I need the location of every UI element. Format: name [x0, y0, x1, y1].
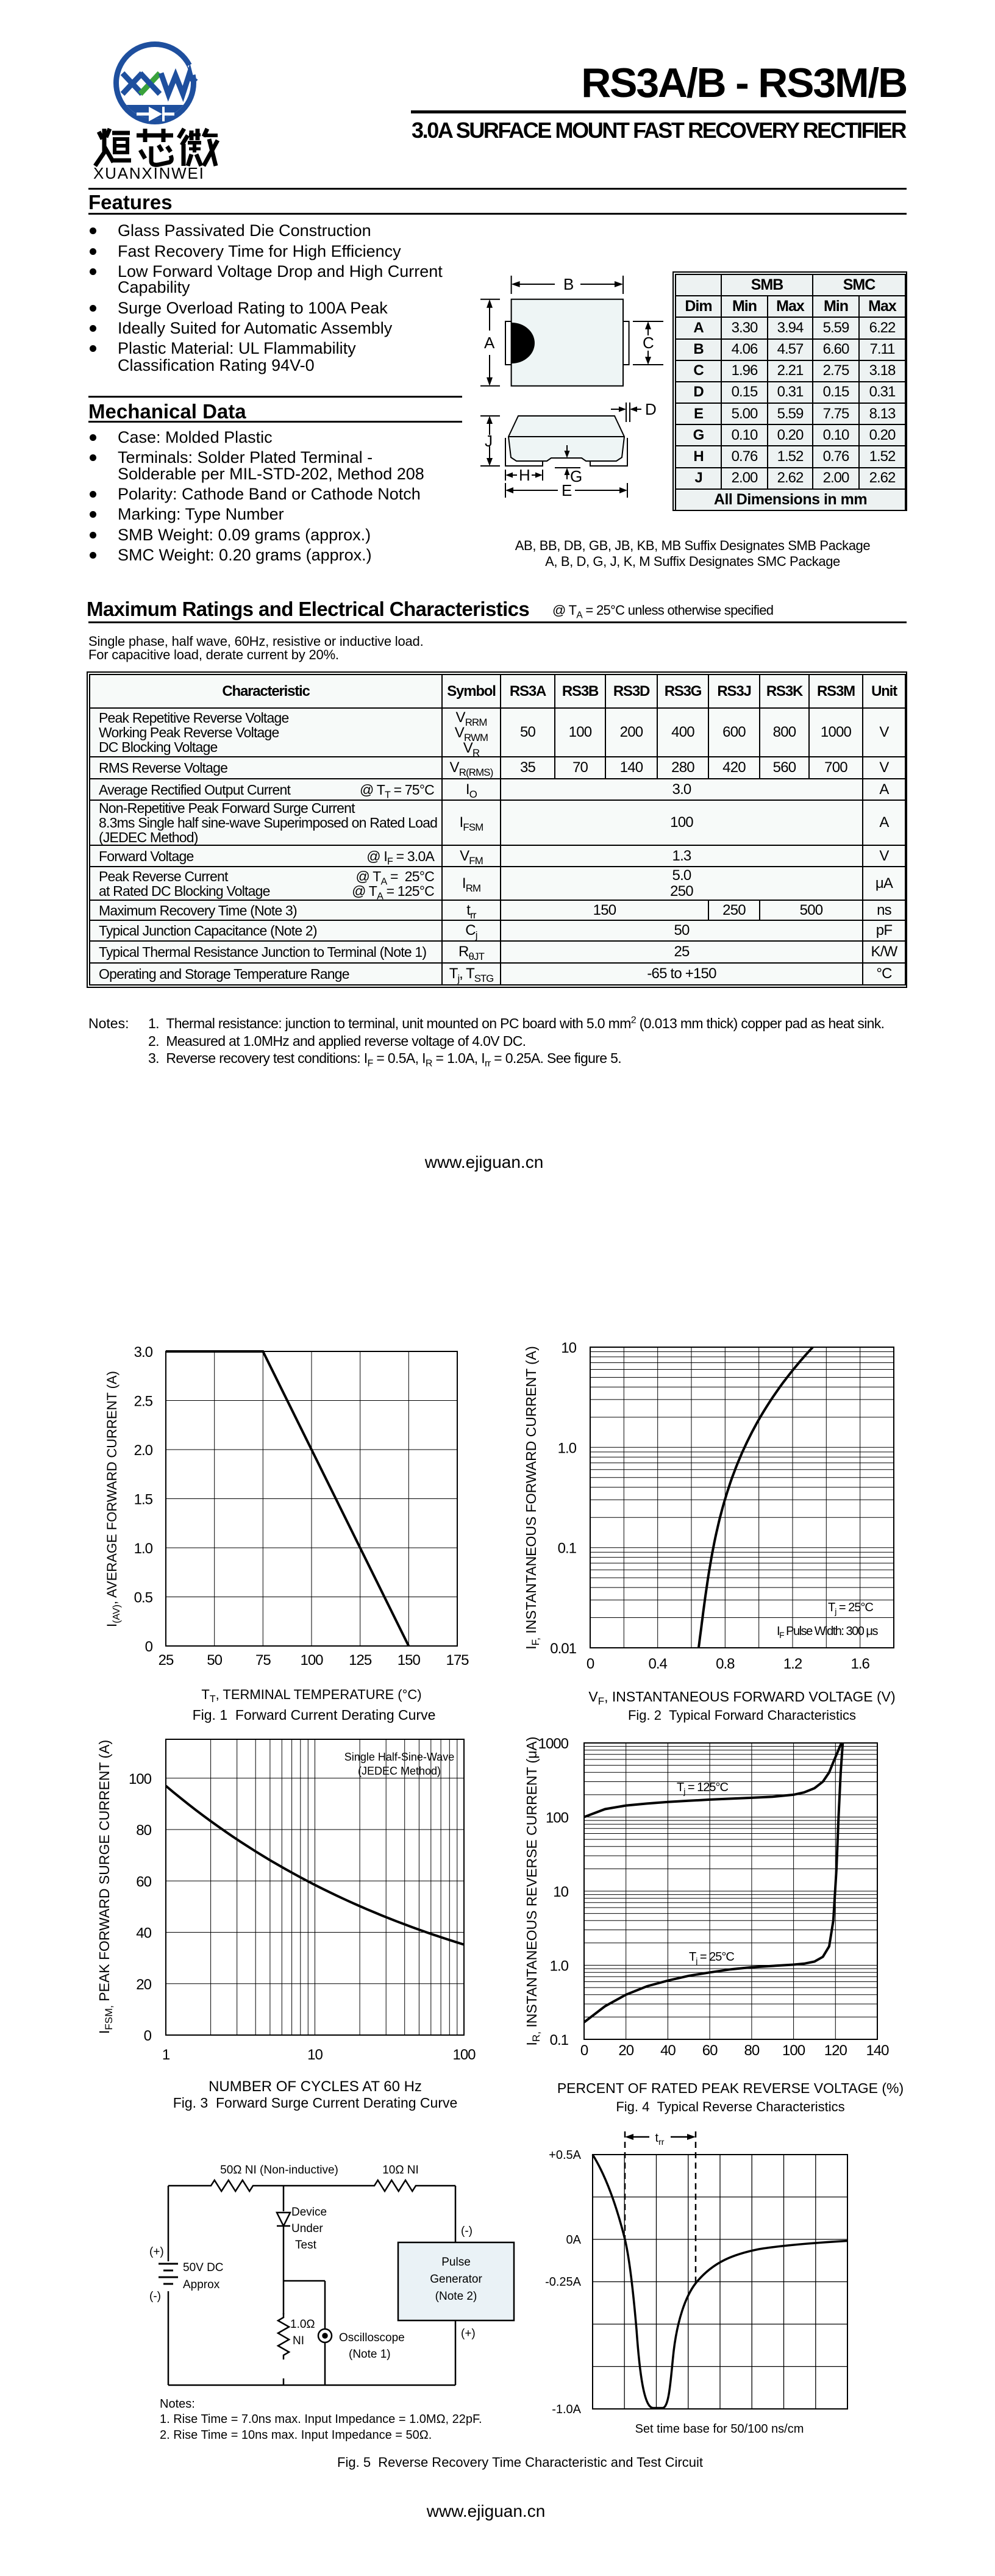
- svg-text:Fig. 2 Typical Forward Charac: Fig. 2 Typical Forward Characteristics: [628, 1708, 856, 1723]
- svg-text:0: 0: [587, 1656, 594, 1672]
- svg-text:J: J: [485, 432, 493, 450]
- svg-text:Oscilloscope: Oscilloscope: [339, 2331, 405, 2344]
- svg-text:40: 40: [660, 2042, 676, 2059]
- svg-text:B: B: [563, 275, 574, 293]
- svg-text:0.4: 0.4: [648, 1656, 667, 1672]
- svg-text:-0.25A: -0.25A: [545, 2275, 582, 2289]
- svg-text:Set time base for 50/100 ns/cm: Set time base for 50/100 ns/cm: [635, 2422, 804, 2436]
- svg-text:3.0: 3.0: [134, 1344, 153, 1361]
- svg-text:A: A: [484, 334, 495, 352]
- svg-text:50: 50: [207, 1652, 222, 1669]
- svg-text:(-): (-): [149, 2290, 161, 2303]
- svg-text:D: D: [645, 400, 657, 418]
- svg-text:(JEDEC Method): (JEDEC Method): [358, 1765, 441, 1777]
- svg-text:Tj​ = 25°C: Tj​ = 25°C: [828, 1601, 873, 1616]
- svg-text:100: 100: [546, 1810, 569, 1826]
- svg-text:(+): (+): [461, 2327, 476, 2340]
- svg-text:(Note 2): (Note 2): [435, 2290, 477, 2303]
- svg-text:80: 80: [744, 2042, 760, 2059]
- svg-text:50V DC: 50V DC: [183, 2261, 224, 2274]
- svg-text:NI: NI: [293, 2334, 304, 2347]
- svg-text:60: 60: [702, 2042, 718, 2059]
- svg-text:0.5: 0.5: [134, 1590, 153, 1606]
- svg-text:0.1: 0.1: [550, 2032, 569, 2048]
- svg-text:Tj​ = 25°C: Tj​ = 25°C: [689, 1950, 734, 1966]
- svg-text:100: 100: [782, 2042, 805, 2059]
- svg-text:(+): (+): [149, 2245, 164, 2258]
- svg-text:75: 75: [255, 1652, 271, 1669]
- svg-text:0A: 0A: [566, 2233, 582, 2247]
- svg-text:E: E: [562, 481, 572, 499]
- svg-text:Fig. 3 Forward Surge Current: Fig. 3 Forward Surge Current Derating Cu…: [173, 2095, 458, 2111]
- svg-text:IR,​ INSTANTANEOUS REVERSE CUR: IR,​ INSTANTANEOUS REVERSE CURRENT (μA): [524, 1737, 542, 2046]
- svg-text:NUMBER OF CYCLES AT 60 Hz: NUMBER OF CYCLES AT 60 Hz: [209, 2078, 422, 2095]
- svg-text:10: 10: [561, 1340, 576, 1356]
- svg-text:Pulse: Pulse: [441, 2256, 471, 2269]
- svg-text:Device: Device: [291, 2206, 327, 2219]
- svg-text:0: 0: [580, 2042, 588, 2059]
- svg-text:TT​, TERMINAL TEMPERATURE (°C): TT​, TERMINAL TEMPERATURE (°C): [201, 1687, 421, 1705]
- svg-text:Under: Under: [291, 2222, 323, 2235]
- svg-text:1.5: 1.5: [134, 1492, 153, 1508]
- svg-text:0.8: 0.8: [716, 1656, 735, 1672]
- svg-text:-1.0A: -1.0A: [552, 2403, 581, 2416]
- svg-text:H: H: [519, 466, 530, 484]
- svg-text:120: 120: [824, 2042, 847, 2059]
- svg-text:140: 140: [866, 2042, 889, 2059]
- svg-text:Tj​ = 125°C: Tj​ = 125°C: [677, 1781, 729, 1796]
- svg-text:0: 0: [145, 1639, 153, 1655]
- svg-text:+0.5A: +0.5A: [549, 2148, 581, 2162]
- svg-text:VF​, INSTANTANEOUS FORWARD VOL: VF​, INSTANTANEOUS FORWARD VOLTAGE (V): [588, 1689, 895, 1707]
- svg-text:25: 25: [159, 1652, 174, 1669]
- svg-text:50Ω NI (Non-inductive): 50Ω NI (Non-inductive): [220, 2164, 338, 2177]
- svg-text:10: 10: [307, 2047, 323, 2063]
- svg-text:Single Half-Sine-Wave: Single Half-Sine-Wave: [344, 1751, 454, 1763]
- svg-text:0: 0: [144, 2028, 152, 2044]
- svg-text:Approx: Approx: [183, 2278, 220, 2291]
- svg-text:150: 150: [398, 1652, 421, 1669]
- svg-text:10Ω NI: 10Ω NI: [382, 2164, 419, 2177]
- svg-text:PERCENT OF RATED PEAK REVERSE: PERCENT OF RATED PEAK REVERSE VOLTAGE (%…: [557, 2080, 904, 2096]
- svg-text:1: 1: [162, 2047, 170, 2063]
- svg-text:2.5: 2.5: [134, 1394, 153, 1410]
- svg-text:100: 100: [129, 1771, 152, 1787]
- svg-text:G: G: [570, 467, 582, 485]
- svg-text:1.0: 1.0: [550, 1958, 569, 1975]
- svg-text:100: 100: [452, 2047, 476, 2063]
- svg-text:1.6: 1.6: [851, 1656, 869, 1672]
- svg-text:C: C: [643, 334, 654, 352]
- svg-text:1.0: 1.0: [134, 1540, 153, 1557]
- svg-text:1.0: 1.0: [558, 1440, 577, 1456]
- svg-text:2.0: 2.0: [134, 1442, 153, 1459]
- svg-text:XUANXINWEI: XUANXINWEI: [93, 164, 205, 182]
- svg-text:10: 10: [553, 1884, 568, 1900]
- svg-text:1000: 1000: [538, 1736, 569, 1752]
- svg-text:125: 125: [349, 1652, 372, 1669]
- svg-text:0.01: 0.01: [550, 1640, 576, 1657]
- svg-text:0.1: 0.1: [558, 1540, 577, 1557]
- svg-text:(Note 1): (Note 1): [349, 2348, 391, 2361]
- svg-text:60: 60: [136, 1873, 151, 1890]
- svg-text:Generator: Generator: [430, 2273, 482, 2286]
- svg-text:I(AV)​, AVERAGE FORWARD CURREN: I(AV)​, AVERAGE FORWARD CURRENT (A): [104, 1371, 122, 1627]
- svg-text:IFSM,​ PEAK FORWARD SURGE CURR: IFSM,​ PEAK FORWARD SURGE CURRENT (A): [96, 1740, 115, 2034]
- svg-text:IF​ Pulse Width: 300 μs: IF​ Pulse Width: 300 μs: [777, 1625, 878, 1640]
- svg-text:1.0Ω: 1.0Ω: [290, 2318, 315, 2331]
- svg-text:80: 80: [136, 1822, 151, 1839]
- svg-text:40: 40: [136, 1925, 151, 1942]
- svg-text:20: 20: [136, 1977, 151, 1993]
- svg-text:Fig. 4 Typical Reverse Charac: Fig. 4 Typical Reverse Characteristics: [616, 2099, 844, 2114]
- svg-text:20: 20: [618, 2042, 633, 2059]
- svg-text:100: 100: [300, 1652, 323, 1669]
- svg-text:Fig. 1 Forward Current Derati: Fig. 1 Forward Current Derating Curve: [193, 1707, 436, 1723]
- svg-text:trr​: trr​: [655, 2131, 665, 2147]
- svg-text:IF,​ INSTANTANEOUS FORWARD CUR: IF,​ INSTANTANEOUS FORWARD CURRENT (A): [524, 1346, 541, 1650]
- svg-text:175: 175: [446, 1652, 469, 1669]
- svg-text:Test: Test: [295, 2239, 317, 2252]
- svg-text:(-): (-): [461, 2225, 473, 2238]
- svg-text:1.2: 1.2: [783, 1656, 802, 1672]
